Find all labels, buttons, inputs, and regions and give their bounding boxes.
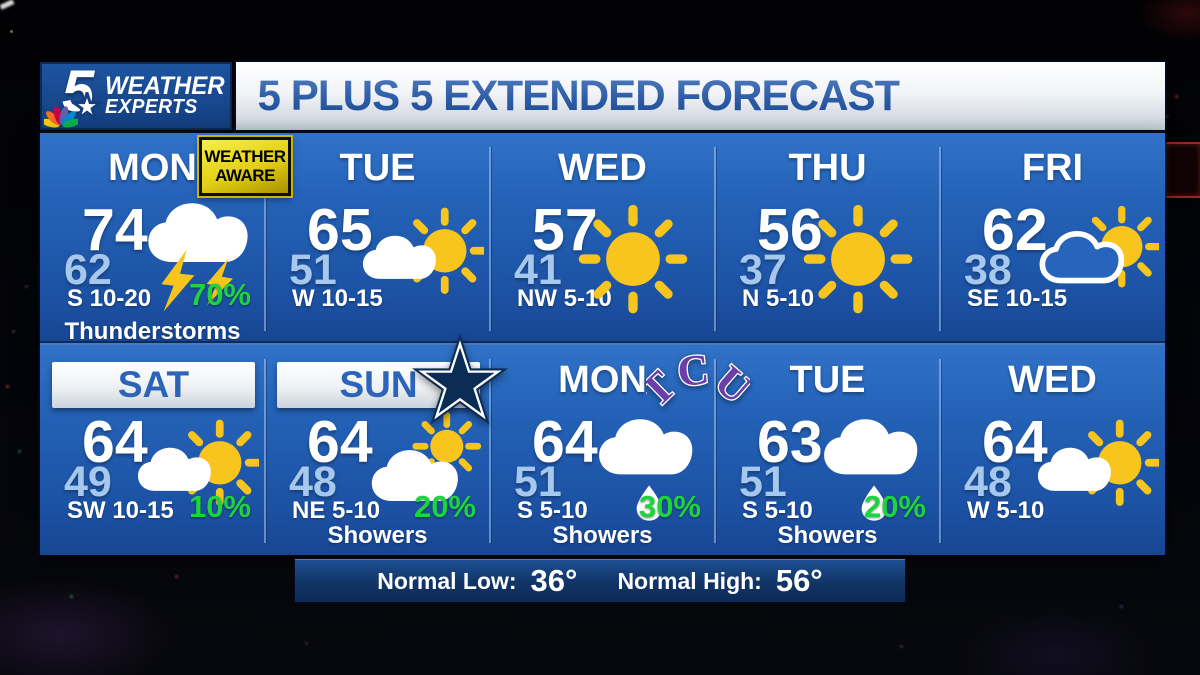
sun-behind-cloud-icon: [360, 407, 484, 531]
highlighted-day-header: SAT: [52, 362, 255, 408]
station-logo: 5 WEATHER EXPERTS: [40, 59, 232, 130]
forecast-panel: MON 74 62 S 10-20 Thunderstorms 70% TUE …: [40, 133, 1165, 555]
weather-aware-line1: WEATHER: [204, 147, 286, 167]
wind-forecast: NE 5-10: [292, 497, 381, 524]
day-column-sat: SAT 64 49 SW 10-15 10%: [40, 345, 265, 555]
high-temp: 64: [532, 409, 598, 475]
weather-aware-line2: AWARE: [215, 165, 275, 185]
normals-bar: Normal Low: 36° Normal High: 56°: [295, 559, 905, 602]
wind-forecast: S 5-10: [742, 497, 813, 524]
normal-low-value: 36°: [530, 563, 578, 598]
day-column-sun: SUN 64 48 NE 5-10 Showers 20%: [264, 345, 490, 555]
partly-cloudy-icon: [360, 195, 484, 319]
sunny-icon: [571, 195, 695, 319]
day-column-mon2: MON 64 51 S 5-10 Showers 30%: [489, 345, 715, 555]
svg-text:TCU: TCU: [646, 345, 750, 416]
low-temp: 62: [64, 246, 112, 294]
low-temp: 48: [289, 458, 337, 506]
day-column-thu1: THU 56 37 N 5-10: [714, 133, 940, 343]
normal-low-label: Normal Low:: [377, 567, 517, 594]
low-temp: 38: [964, 246, 1012, 294]
low-temp: 48: [964, 458, 1012, 506]
high-temp: 62: [982, 197, 1048, 263]
normal-high-label: Normal High:: [617, 567, 762, 594]
precip-chance: 30%: [638, 489, 701, 524]
precip-chance: 70%: [188, 277, 251, 312]
wind-forecast: NW 5-10: [517, 285, 612, 312]
condition-label: Showers: [777, 522, 878, 549]
partly-cloudy-icon: [1035, 407, 1159, 531]
day-label: FRI: [1021, 147, 1084, 189]
low-temp: 37: [739, 246, 787, 294]
high-temp: 74: [82, 197, 148, 263]
day-column-tue1: TUE 65 51 W 10-15: [264, 133, 490, 343]
high-temp: 65: [307, 197, 373, 263]
logo-text: WEATHER EXPERTS: [105, 72, 226, 119]
cowboys-star-logo: [412, 333, 508, 425]
tcu-logo: TCU: [646, 344, 750, 418]
wind-forecast: W 10-15: [292, 285, 383, 312]
day-label: THU: [788, 147, 867, 189]
city-lights-decor: [10, 30, 13, 33]
high-temp: 64: [982, 409, 1048, 475]
day-label: MON: [558, 359, 647, 401]
high-temp: 64: [307, 409, 373, 475]
wind-forecast: SW 10-15: [67, 497, 174, 524]
neon-building-decor: [1164, 142, 1200, 198]
precip-chance: 10%: [188, 489, 251, 524]
channel-5-mark: 5: [42, 59, 103, 128]
day-label: TUE: [339, 147, 416, 189]
high-temp: 64: [82, 409, 148, 475]
day-column-fri1: FRI 62 38 SE 10-15: [939, 133, 1165, 343]
precip-chance: 20%: [413, 489, 476, 524]
wind-forecast: S 10-20: [67, 285, 152, 312]
rain-shower-icon: [810, 407, 934, 531]
day-column-wed1: WED 57 41 NW 5-10: [489, 133, 715, 343]
low-temp: 51: [739, 458, 787, 506]
day-label: TUE: [789, 359, 866, 401]
high-temp: 57: [532, 197, 598, 263]
low-temp: 49: [64, 458, 112, 506]
day-label: SUN: [339, 364, 418, 405]
background-light-streak: [0, 0, 15, 10]
logo-experts-label: EXPERTS: [105, 96, 199, 119]
day-column-tue2: TUE 63 51 S 5-10 Showers 20%: [714, 345, 940, 555]
low-temp: 51: [289, 246, 337, 294]
day-column-mon1: MON 74 62 S 10-20 Thunderstorms 70%: [40, 133, 265, 345]
normal-high-value: 56°: [775, 563, 823, 598]
wind-forecast: S 5-10: [517, 497, 588, 524]
condition-label: Showers: [327, 522, 428, 549]
wind-forecast: SE 10-15: [967, 285, 1068, 312]
logo-weather-label: WEATHER: [105, 72, 226, 101]
mostly-sunny-icon: [1035, 195, 1159, 319]
high-temp: 63: [757, 409, 823, 475]
day-label: WED: [558, 147, 647, 189]
nbc-peacock-icon: [44, 106, 78, 128]
page-title: 5 PLUS 5 EXTENDED FORECAST: [236, 72, 901, 121]
day-column-wed2: WED 64 48 W 5-10: [939, 345, 1165, 555]
precip-chance: 20%: [863, 489, 926, 524]
rain-shower-icon: [585, 407, 709, 531]
wind-forecast: W 5-10: [967, 497, 1045, 524]
title-banner: 5 PLUS 5 EXTENDED FORECAST: [236, 62, 1165, 130]
low-temp: 51: [514, 458, 562, 506]
day-label: SAT: [117, 364, 190, 405]
forecast-row-week2: SAT 64 49 SW 10-15 10% SUN 64 48 NE 5-10…: [40, 343, 1165, 555]
wind-forecast: N 5-10: [742, 285, 815, 312]
day-label: WED: [1008, 359, 1097, 401]
partly-cloudy-icon: [135, 407, 259, 531]
high-temp: 56: [757, 197, 823, 263]
tcu-letters: TCU: [646, 344, 750, 418]
low-temp: 41: [514, 246, 562, 294]
thunderstorms-icon: [135, 195, 259, 319]
condition-label: Thunderstorms: [64, 318, 241, 345]
sunny-icon: [796, 195, 920, 319]
weather-aware-badge: WEATHER AWARE: [199, 137, 291, 196]
condition-label: Showers: [552, 522, 653, 549]
day-label: MON: [108, 147, 197, 189]
